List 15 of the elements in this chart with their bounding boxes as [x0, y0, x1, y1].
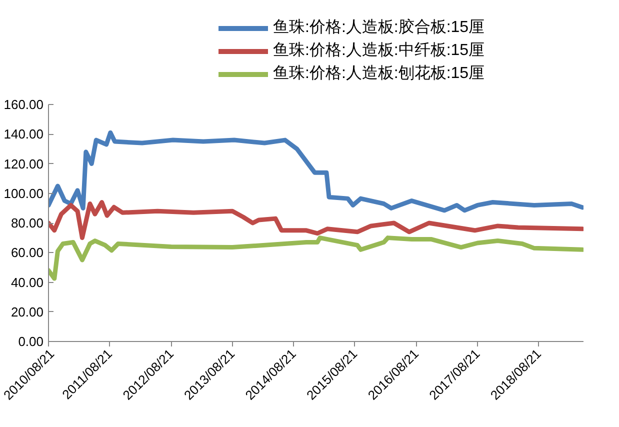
y-tick-label: 80.00 — [10, 216, 44, 230]
y-tick-label: 0.00 — [18, 334, 44, 349]
y-tick-label: 40.00 — [10, 274, 44, 290]
y-tick-label: 160.00 — [4, 97, 44, 112]
y-tick-label: 100.00 — [4, 186, 44, 201]
y-tick-label: 140.00 — [4, 126, 44, 142]
y-tick-label: 60.00 — [10, 245, 44, 260]
legend-label: 鱼珠:价格:人造板:刨花板:15厘 — [273, 64, 485, 84]
legend-label: 鱼珠:价格:人造板:胶合板:15厘 — [273, 18, 485, 38]
line-series — [48, 200, 584, 240]
line-series — [48, 236, 584, 281]
y-tick-label: 20.00 — [10, 304, 44, 320]
y-tick-label: 120.00 — [4, 156, 44, 172]
legend-label: 鱼珠:价格:人造板:中纤板:15厘 — [273, 40, 485, 61]
line-series — [48, 130, 584, 213]
